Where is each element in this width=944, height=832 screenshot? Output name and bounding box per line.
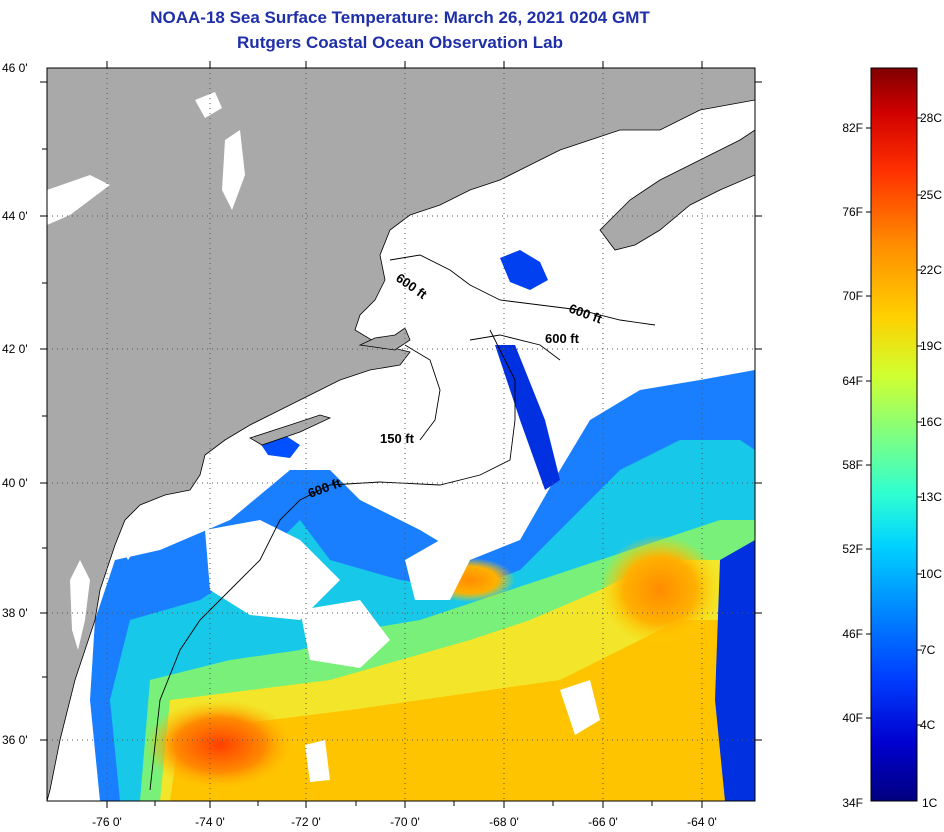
cloud-patch-3	[405, 540, 470, 600]
graticule	[47, 68, 755, 801]
cb-c-25: 25C	[920, 188, 942, 202]
lon-label-74: -74 0'	[195, 815, 225, 829]
cb-c-4: 4C	[920, 718, 936, 732]
contour-line-600-north	[389, 254, 656, 326]
cb-c-16: 16C	[920, 415, 942, 429]
chesapeake-bay	[70, 560, 90, 650]
cb-c-1: 1C	[922, 796, 938, 810]
lat-label-42: 42 0'	[2, 342, 28, 356]
cb-f-34: 34F	[842, 796, 863, 810]
cloud-patch-4	[560, 680, 600, 735]
cb-f-52: 52F	[842, 542, 863, 556]
sst-warm-core-east	[600, 535, 720, 645]
cloud-patch-2	[300, 600, 390, 668]
lake-2	[222, 130, 245, 210]
lon-label-64: -64 0'	[687, 815, 717, 829]
cb-c-22: 22C	[920, 263, 942, 277]
chart-subtitle: Rutgers Coastal Ocean Observation Lab	[237, 33, 563, 52]
cb-c-28: 28C	[920, 111, 942, 125]
lat-label-46: 46 0'	[2, 61, 28, 75]
cb-c-19: 19C	[920, 339, 942, 353]
lon-label-72: -72 0'	[291, 815, 321, 829]
map-frame	[46, 67, 756, 802]
sst-cold-patch-gom	[500, 250, 548, 290]
cb-f-40: 40F	[842, 711, 863, 725]
colorbar-ticks	[866, 117, 922, 726]
lake-4	[655, 232, 665, 255]
cb-c-13: 13C	[920, 490, 942, 504]
lat-label-44: 44 0'	[2, 209, 28, 223]
map-area	[47, 68, 755, 801]
lon-label-70: -70 0'	[390, 815, 420, 829]
lon-label-76: -76 0'	[92, 815, 122, 829]
cb-f-58: 58F	[842, 458, 863, 472]
cb-f-82: 82F	[842, 121, 863, 135]
colorbar	[870, 67, 918, 802]
cb-c-7: 7C	[920, 643, 936, 657]
land-us-coast	[47, 68, 755, 801]
sst-cold-streak-2	[715, 540, 755, 801]
lake-1	[195, 92, 222, 118]
cb-f-46: 46F	[842, 627, 863, 641]
cb-c-10: 10C	[920, 567, 942, 581]
contour-label-150: 150 ft	[380, 431, 415, 446]
sst-warm-core-sw	[145, 700, 295, 790]
cloud-patch-5	[305, 740, 330, 782]
cb-f-70: 70F	[842, 289, 863, 303]
lon-label-68: -68 0'	[489, 815, 519, 829]
chart-title: NOAA-18 Sea Surface Temperature: March 2…	[150, 8, 650, 27]
contour-line-150	[404, 344, 441, 441]
contour-line-600-shelf	[149, 329, 516, 791]
cloud-patch-1	[205, 520, 340, 620]
cb-f-64: 64F	[842, 374, 863, 388]
lat-label-36: 36 0'	[2, 733, 28, 747]
lat-label-38: 38 0'	[2, 606, 28, 620]
sst-cold-streak-1	[495, 345, 560, 490]
lake-3	[47, 175, 110, 225]
axis-ticks	[40, 61, 762, 808]
contour-label-600-georges: 600 ft	[545, 331, 580, 346]
contour-line-georges	[469, 334, 561, 361]
lon-label-66: -66 0'	[588, 815, 618, 829]
lat-label-40: 40 0'	[2, 476, 28, 490]
delaware-bay	[120, 530, 138, 560]
cb-f-76: 76F	[842, 205, 863, 219]
land-long-island	[249, 414, 332, 446]
land-nova-scotia	[599, 129, 755, 251]
